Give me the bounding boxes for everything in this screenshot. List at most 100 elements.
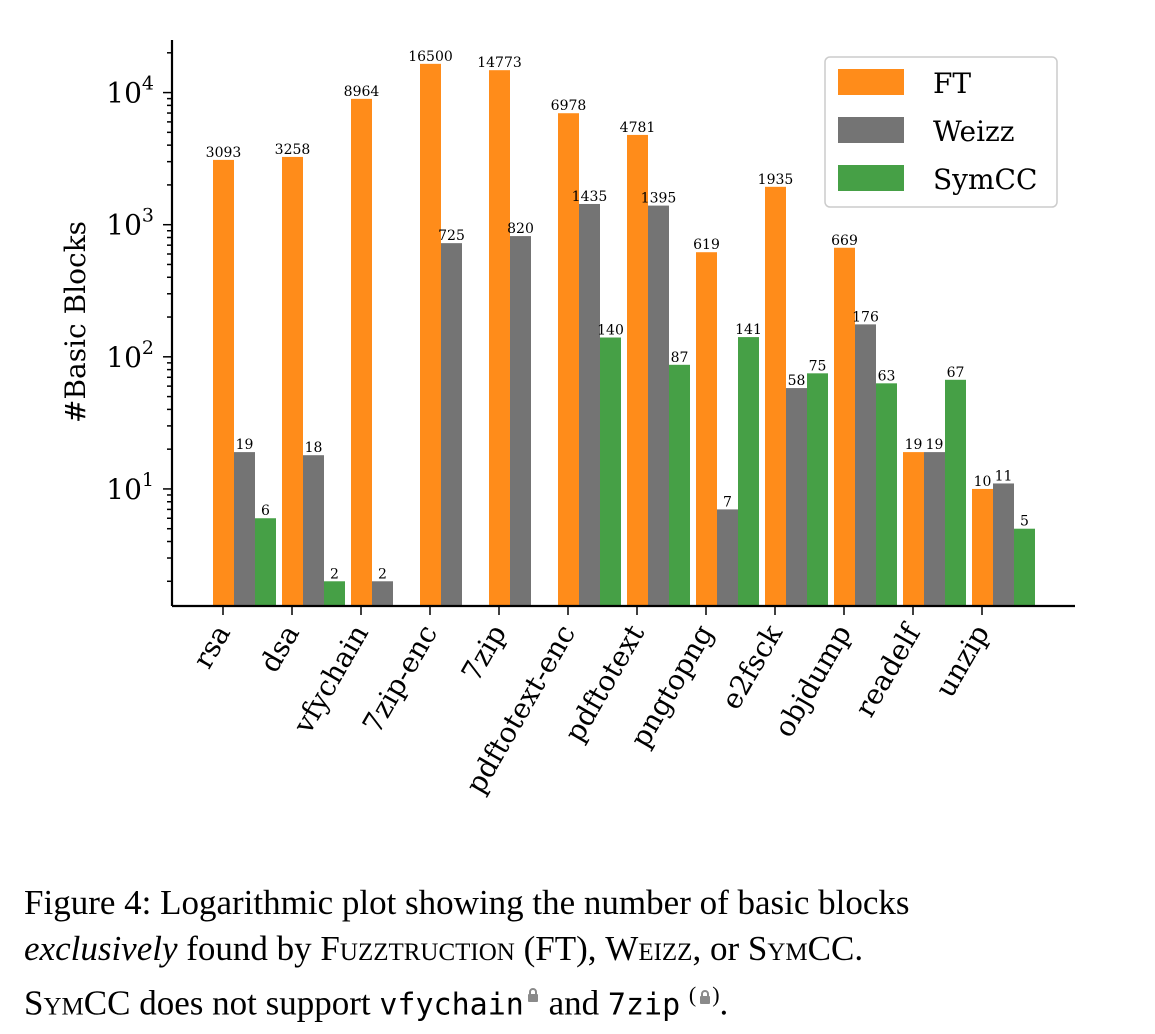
bar-ft-7zip bbox=[489, 70, 510, 606]
bar-weizz-unzip bbox=[993, 483, 1014, 606]
bar-value-label: 820 bbox=[507, 221, 534, 237]
caption-text: found by bbox=[177, 929, 321, 968]
bar-value-label: 725 bbox=[438, 228, 465, 244]
bar-value-label: 14773 bbox=[477, 55, 522, 71]
bar-value-label: 18 bbox=[305, 440, 323, 456]
caption-symcc-2: SymCC bbox=[24, 983, 131, 1023]
bar-symcc-unzip bbox=[1014, 528, 1035, 606]
bar-value-label: 1395 bbox=[641, 191, 677, 207]
bar-ft-readelf bbox=[903, 452, 924, 606]
bar-ft-pdftotext-enc bbox=[558, 113, 579, 606]
bar-weizz-pdftotext bbox=[648, 205, 669, 606]
legend-label-symcc: SymCC bbox=[933, 163, 1037, 196]
legend-swatch-symcc bbox=[838, 165, 904, 191]
caption-emph: exclusively bbox=[24, 929, 178, 968]
bar-value-label: 16500 bbox=[408, 49, 453, 65]
bar-weizz-rsa bbox=[234, 452, 255, 606]
legend: FT Weizz SymCC bbox=[824, 56, 1058, 208]
bar-value-label: 10 bbox=[974, 474, 992, 490]
bar-weizz-dsa bbox=[303, 455, 324, 606]
bar-value-label: 87 bbox=[671, 350, 689, 366]
axes-layer bbox=[163, 40, 1075, 615]
bar-value-label: 2 bbox=[378, 566, 387, 582]
bar-value-label: 58 bbox=[788, 373, 806, 389]
bar-symcc-objdump bbox=[876, 383, 897, 606]
bar-value-label: 63 bbox=[878, 368, 896, 384]
bar-value-label: 67 bbox=[947, 365, 965, 381]
bar-value-label: 669 bbox=[831, 233, 858, 249]
lock-paren-icon: () bbox=[688, 982, 720, 1007]
bar-weizz-e2fsck bbox=[786, 388, 807, 606]
bar-value-label: 140 bbox=[597, 323, 624, 339]
bar-value-label: 19 bbox=[905, 437, 923, 453]
caption-weizz: Weizz bbox=[605, 929, 693, 968]
bar-ft-e2fsck bbox=[765, 186, 786, 606]
bar-labels-layer: 3093 19 6 3258 18 2 8964 2 16500 725 14773 820 6978 1… bbox=[206, 49, 1029, 582]
y-tick-label: 102 bbox=[106, 337, 154, 374]
bar-value-label: 2 bbox=[330, 566, 339, 582]
x-tick-label-readelf: readelf bbox=[848, 617, 928, 723]
bar-value-label: 619 bbox=[693, 237, 720, 253]
bar-weizz-7zip-enc bbox=[441, 243, 462, 606]
bar-value-label: 6 bbox=[261, 503, 270, 519]
bar-value-label: 1435 bbox=[572, 189, 608, 205]
x-tick-label-e2fsck: e2fsck bbox=[715, 618, 790, 715]
bar-value-label: 19 bbox=[926, 437, 944, 453]
caption-text: , or bbox=[692, 929, 748, 968]
lock-icon bbox=[527, 988, 538, 1002]
bar-weizz-vfychain bbox=[372, 581, 393, 606]
bar-symcc-pngtopng bbox=[738, 337, 759, 606]
bar-ft-unzip bbox=[972, 488, 993, 606]
bar-weizz-7zip bbox=[510, 236, 531, 606]
chart: 3093 19 6 3258 18 2 8964 2 16500 725 14773 820 6978 1… bbox=[59, 40, 1075, 799]
caption-text: does not support bbox=[130, 983, 380, 1023]
caption-code-7zip: 7zip bbox=[607, 987, 681, 1023]
bar-symcc-pdftotext bbox=[669, 364, 690, 606]
bar-value-label: 7 bbox=[723, 494, 732, 510]
bar-symcc-rsa bbox=[255, 518, 276, 606]
bar-weizz-readelf bbox=[924, 452, 945, 606]
bar-ft-pdftotext bbox=[627, 134, 648, 606]
x-tick-label-dsa: dsa bbox=[253, 619, 306, 678]
legend-swatch-weizz bbox=[838, 117, 904, 143]
bar-symcc-dsa bbox=[324, 581, 345, 606]
bar-value-label: 75 bbox=[809, 358, 827, 374]
legend-label-weizz: Weizz bbox=[933, 115, 1015, 148]
y-axis-label: #Basic Blocks bbox=[59, 221, 92, 423]
y-tick-label: 101 bbox=[106, 469, 154, 506]
bar-ft-pngtopng bbox=[696, 252, 717, 607]
bars-layer bbox=[213, 63, 1035, 607]
caption-text: (FT), bbox=[514, 929, 606, 968]
lock-icon bbox=[700, 990, 711, 1004]
caption-ft-name: Fuzztruction bbox=[320, 929, 515, 968]
caption-text: . bbox=[854, 929, 864, 968]
bar-value-label: 3258 bbox=[275, 142, 311, 158]
bar-weizz-pdftotext-enc bbox=[579, 203, 600, 606]
caption-text: . bbox=[719, 983, 729, 1023]
x-tick-label-7zip: 7zip bbox=[455, 619, 513, 687]
bar-value-label: 141 bbox=[735, 322, 762, 338]
bar-value-label: 4781 bbox=[620, 120, 656, 136]
bar-symcc-e2fsck bbox=[807, 373, 828, 606]
bar-weizz-objdump bbox=[855, 324, 876, 606]
bar-ft-vfychain bbox=[351, 98, 372, 606]
x-tick-label-unzip: unzip bbox=[929, 619, 996, 703]
bar-value-label: 3093 bbox=[206, 145, 242, 161]
bar-weizz-pngtopng bbox=[717, 509, 738, 606]
legend-swatch-ft bbox=[838, 69, 904, 95]
bar-ft-dsa bbox=[282, 156, 303, 607]
y-tick-labels: 101 102 103 104 bbox=[106, 73, 154, 506]
legend-label-ft: FT bbox=[933, 67, 971, 100]
bar-value-label: 176 bbox=[852, 309, 879, 325]
bar-ft-objdump bbox=[834, 247, 855, 606]
y-tick-label: 104 bbox=[106, 73, 154, 110]
bar-symcc-readelf bbox=[945, 379, 966, 606]
caption-text: and bbox=[539, 983, 608, 1023]
bar-ft-rsa bbox=[213, 159, 234, 606]
caption-symcc: SymCC bbox=[747, 929, 855, 968]
bar-value-label: 1935 bbox=[758, 172, 794, 188]
bar-ft-7zip-enc bbox=[420, 63, 441, 606]
x-tick-label-rsa: rsa bbox=[186, 619, 237, 674]
bar-symcc-pdftotext-enc bbox=[600, 337, 621, 606]
